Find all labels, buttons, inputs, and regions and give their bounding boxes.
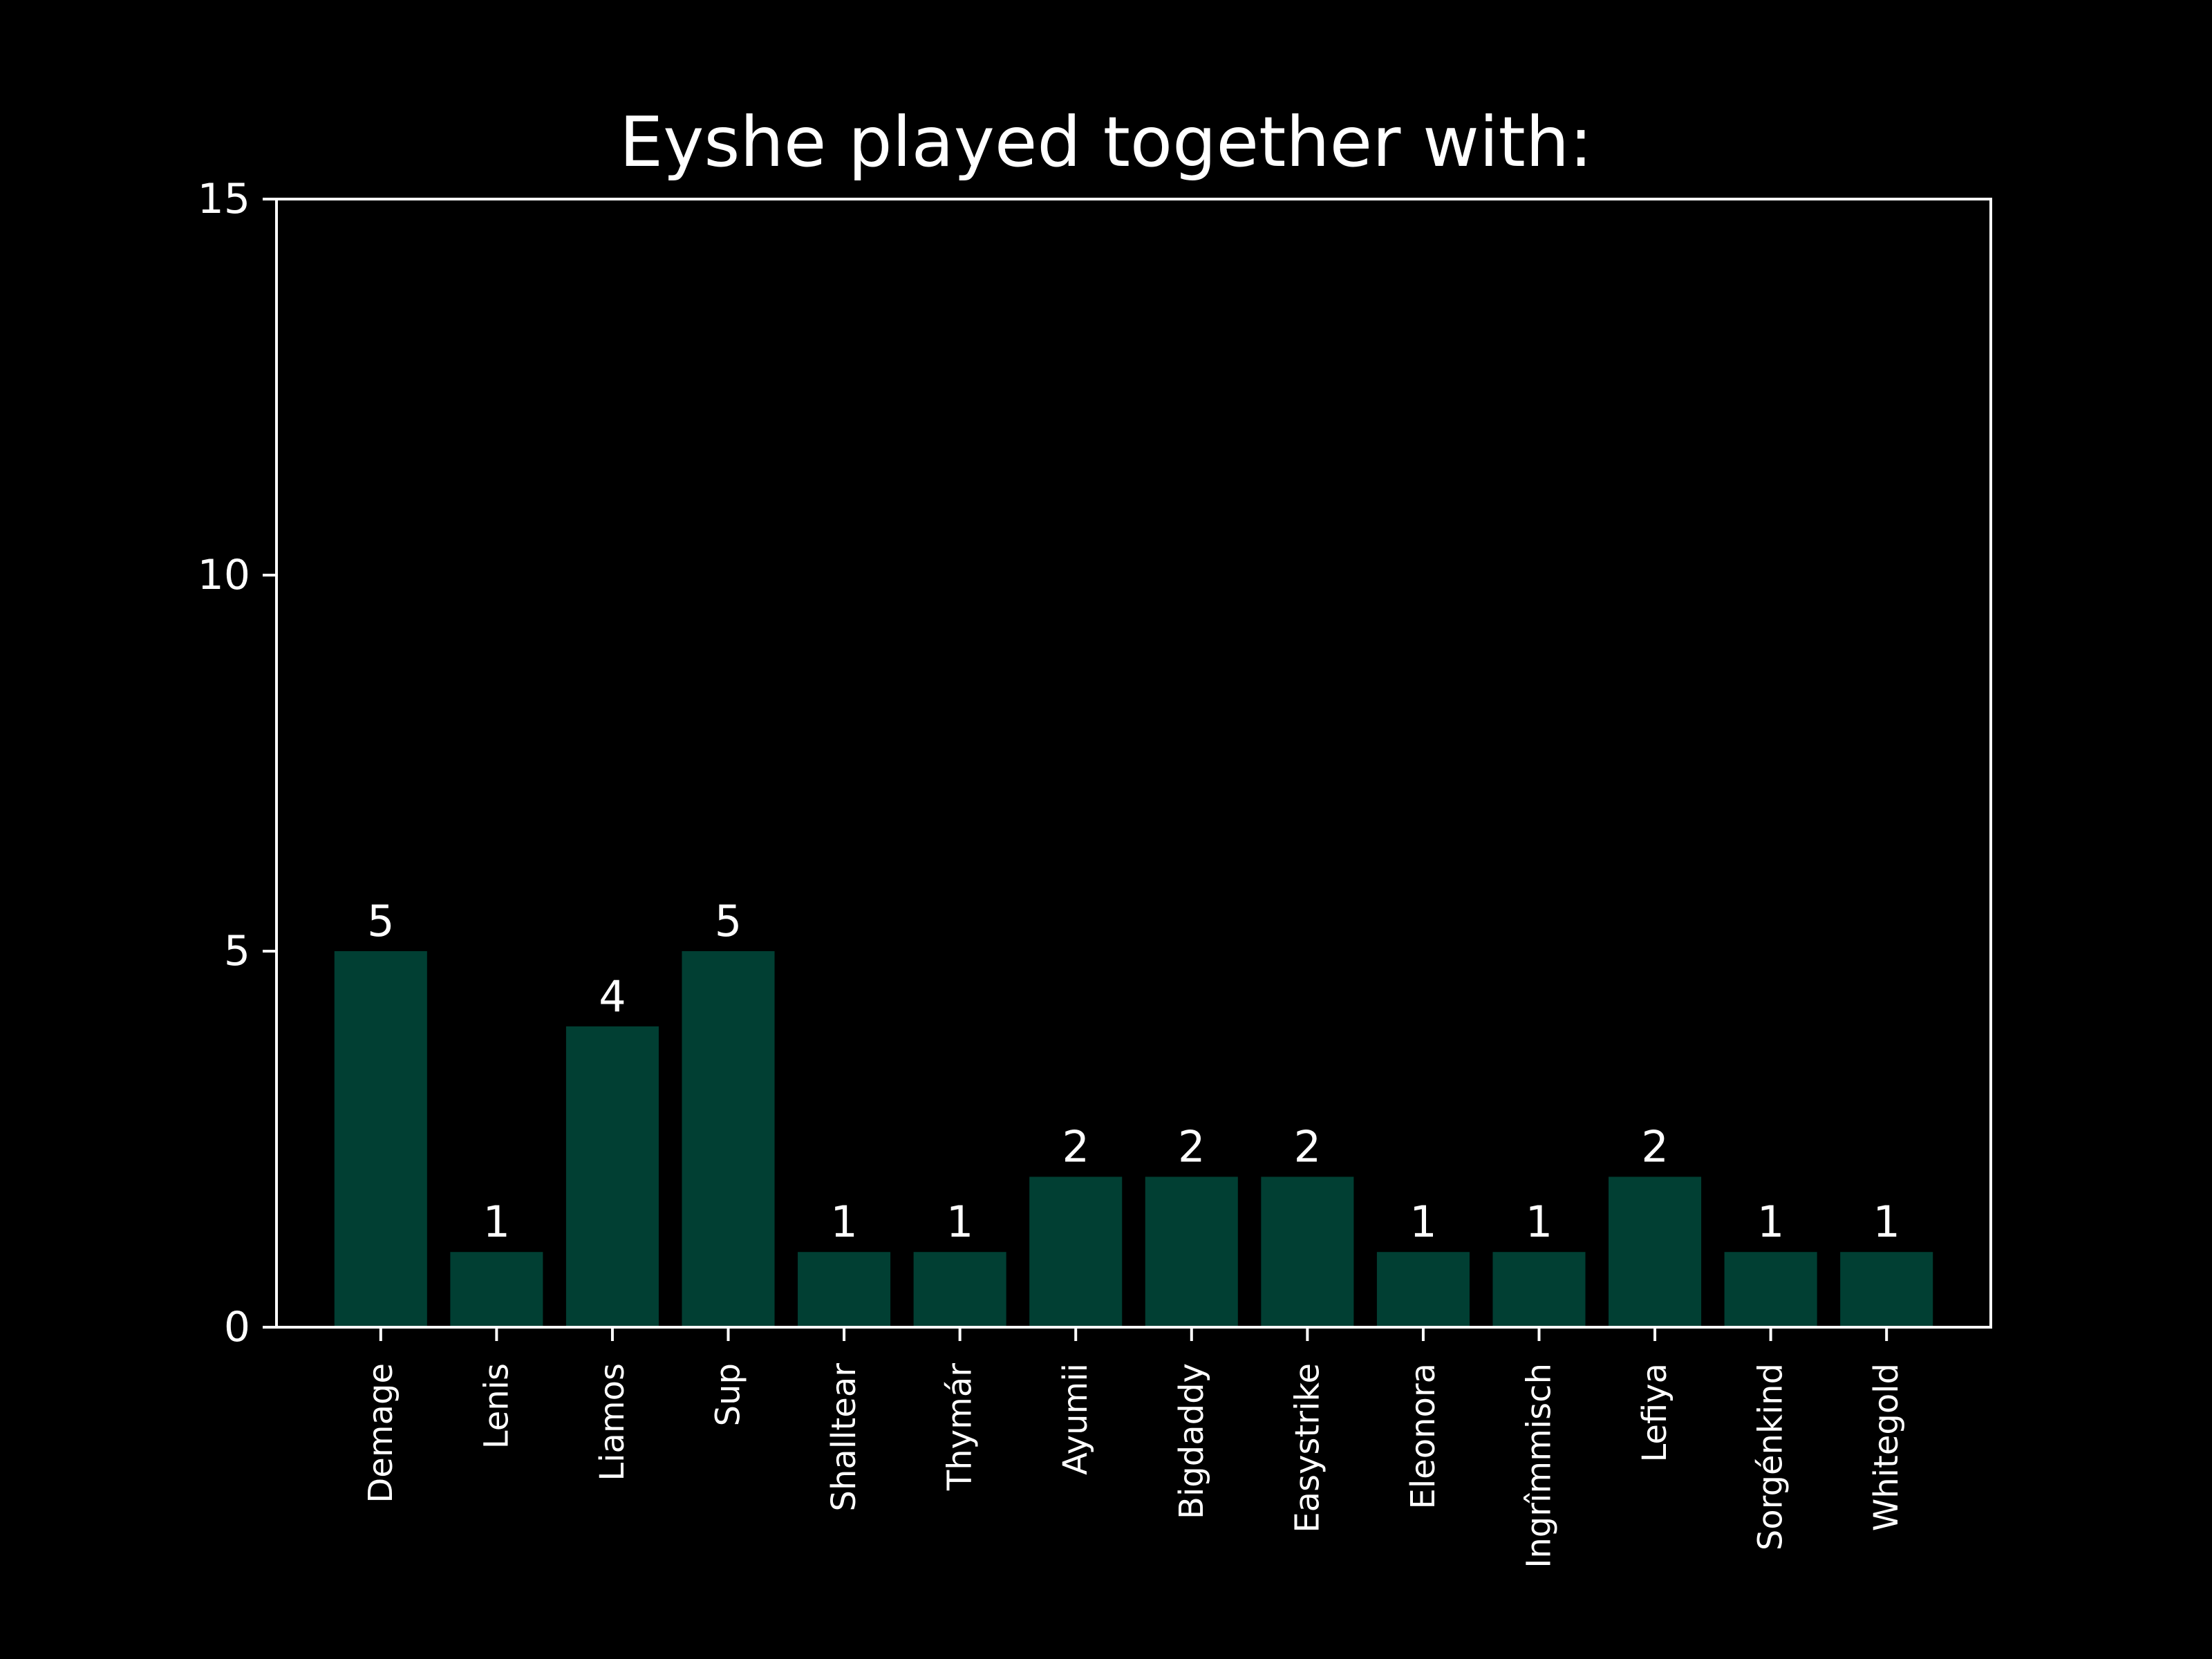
data-label: 1 bbox=[946, 1197, 973, 1247]
y-tick-label: 10 bbox=[198, 551, 250, 599]
y-tick-label: 5 bbox=[224, 927, 250, 975]
data-labels-group: 5 1 4 5 1 1 2 2 2 1 1 2 1 1 bbox=[367, 896, 1900, 1247]
data-label: 1 bbox=[1873, 1197, 1900, 1247]
x-tick-label: Whitegold bbox=[1867, 1363, 1906, 1531]
data-label: 2 bbox=[1641, 1121, 1668, 1172]
x-tick-label: Demage bbox=[362, 1363, 400, 1503]
x-tick-label: Lenis bbox=[477, 1363, 516, 1449]
x-tick-label: Thymár bbox=[941, 1363, 980, 1491]
bars-group bbox=[334, 951, 1933, 1327]
data-label: 1 bbox=[1757, 1197, 1784, 1247]
bar-easystrike bbox=[1261, 1177, 1354, 1327]
plot-frame bbox=[275, 198, 1992, 1329]
bar-lenis bbox=[450, 1252, 543, 1327]
data-label: 2 bbox=[1294, 1121, 1321, 1172]
x-tick-label: Ayumii bbox=[1056, 1363, 1095, 1475]
bar-thymár bbox=[913, 1252, 1006, 1327]
data-label: 2 bbox=[1062, 1121, 1089, 1172]
data-label: 1 bbox=[483, 1197, 510, 1247]
x-tick-label: Sorgénkind bbox=[1752, 1363, 1790, 1550]
bar-bigdaddy bbox=[1145, 1177, 1238, 1327]
bar-liamos bbox=[565, 1026, 659, 1327]
x-tick-label: Ingrîmmisch bbox=[1519, 1363, 1558, 1568]
x-tick-label: Liamos bbox=[593, 1363, 632, 1481]
data-label: 1 bbox=[1409, 1197, 1436, 1247]
data-label: 4 bbox=[599, 971, 626, 1022]
data-label: 5 bbox=[367, 896, 394, 946]
x-tick-label: Eleonora bbox=[1404, 1363, 1443, 1510]
y-tick-label: 0 bbox=[224, 1303, 250, 1351]
data-label: 5 bbox=[715, 896, 742, 946]
data-label: 1 bbox=[1526, 1197, 1553, 1247]
data-label: 1 bbox=[830, 1197, 857, 1247]
data-label: 2 bbox=[1178, 1121, 1205, 1172]
bar-lefiya bbox=[1609, 1177, 1702, 1327]
bar-sup bbox=[682, 951, 775, 1327]
x-axis: Demage Lenis Liamos Sup Shalltear Thymár Ayumi… bbox=[362, 1327, 1906, 1568]
y-tick-label: 15 bbox=[198, 175, 250, 223]
bar-eleonora bbox=[1376, 1252, 1470, 1327]
x-tick-label: Shalltear bbox=[825, 1363, 863, 1512]
x-tick-label: Bigdaddy bbox=[1172, 1363, 1211, 1519]
bar-demage bbox=[334, 951, 427, 1327]
bar-ayumii bbox=[1029, 1177, 1123, 1327]
bar-whitegold bbox=[1840, 1252, 1933, 1327]
chart-title: Eyshe played together with: bbox=[619, 102, 1593, 182]
bar-shalltear bbox=[798, 1252, 891, 1327]
y-axis: 0 5 10 15 bbox=[198, 175, 276, 1351]
x-tick-label: Sup bbox=[709, 1363, 748, 1426]
bar-sorgénkind bbox=[1724, 1252, 1817, 1327]
bar-ingrîmmisch bbox=[1492, 1252, 1586, 1327]
x-tick-label: Easystrike bbox=[1288, 1363, 1327, 1533]
x-tick-label: Lefiya bbox=[1635, 1363, 1674, 1462]
